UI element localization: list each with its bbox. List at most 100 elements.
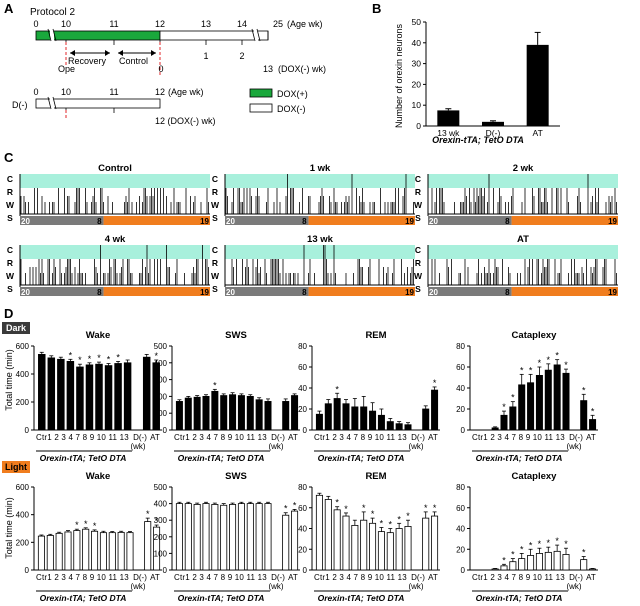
period-end-label: 19 xyxy=(405,288,414,297)
d-bar xyxy=(431,389,439,431)
d-chart-light-cataplexy: Cataplexy 0 20 40 60 80 * * * * * * * * * Ctr1 2 3 4 7 … xyxy=(456,471,598,603)
period-mid-label: 8 xyxy=(97,217,102,226)
d-ytick-label: 60 xyxy=(298,504,307,513)
state-label: R xyxy=(7,258,13,268)
dminus-row-label: D(-) xyxy=(12,100,28,110)
b-category-label: AT xyxy=(533,128,543,138)
age-tick-0: 0 xyxy=(33,19,38,29)
d-bar xyxy=(114,363,122,431)
d-significance-star: * xyxy=(362,503,366,513)
d-bar xyxy=(562,554,570,571)
d-ytick-label: 40 xyxy=(456,525,465,534)
d-significance-star: * xyxy=(93,521,97,531)
state-label: S xyxy=(415,284,421,294)
d-ytick-label: 200 xyxy=(154,533,168,542)
b-category-label: 13 wk xyxy=(437,128,460,138)
d-ytick-label: 200 xyxy=(16,398,30,407)
dminus-age-label: (Age wk) xyxy=(168,87,204,97)
d-ytick-label: 20 xyxy=(298,405,307,414)
d-bar xyxy=(76,366,84,431)
d-bar xyxy=(282,514,290,571)
d-chart-title: REM xyxy=(365,471,386,482)
d-significance-star: * xyxy=(520,544,524,554)
d-bar xyxy=(500,414,508,431)
legend-dox-minus-label: DOX(-) xyxy=(277,104,306,114)
state-label: W xyxy=(211,271,220,281)
dox-tick-13: 13 xyxy=(263,64,273,74)
d-significance-star: * xyxy=(529,540,533,550)
period-start-label: 20 xyxy=(21,217,30,226)
panel-b-chart: 0 10 20 30 40 50 13 wk D(-) AT xyxy=(412,17,560,138)
d-bar xyxy=(142,356,151,431)
period-end-label: 19 xyxy=(405,217,414,226)
d-chart-dark-rem: REM 0 20 40 60 80 * * Ctr1 2 3 4 7 8 9 10 11 13 D… xyxy=(298,330,440,463)
age-tick-11: 11 xyxy=(109,19,118,29)
d-bar xyxy=(580,559,588,571)
dox-minus-bar xyxy=(159,30,269,41)
d-significance-star: * xyxy=(502,555,506,565)
d-significance-star: * xyxy=(529,365,533,375)
d-bar xyxy=(491,568,499,571)
d-xtick-at: AT xyxy=(428,573,438,582)
d-xtick-at: AT xyxy=(150,433,160,442)
d-bar xyxy=(315,413,323,431)
d-bar xyxy=(386,532,394,571)
d-bar xyxy=(255,399,263,431)
d-significance-star: * xyxy=(146,509,150,519)
panel-c-letter: C xyxy=(4,150,14,165)
d-xtick-dminus: D(-) xyxy=(411,573,425,582)
d-bar xyxy=(377,531,385,571)
d-bar xyxy=(291,395,299,431)
dminus-tick-10: 10 xyxy=(61,87,71,97)
d-bar xyxy=(351,524,359,571)
hypnogram-title: 1 wk xyxy=(310,163,331,174)
period-start-label: 20 xyxy=(226,288,235,297)
d-bar xyxy=(91,530,99,571)
break-mark-2 xyxy=(251,28,261,42)
d-bar xyxy=(377,414,385,431)
d-significance-star: * xyxy=(335,498,339,508)
d-xtick-labels: Ctr1 2 3 4 7 8 9 10 11 13 xyxy=(314,433,407,442)
state-label: W xyxy=(414,200,423,210)
d-bar xyxy=(99,532,107,571)
panel-a: A Protocol 2 0 10 11 12 13 14 25 (Age wk… xyxy=(4,1,326,126)
d-chart-title: Cataplexy xyxy=(512,330,558,341)
d-ytick-label: 0 xyxy=(303,426,308,435)
d-significance-star: * xyxy=(107,355,111,365)
break-gap-3 xyxy=(50,96,54,111)
d-ytick-label: 100 xyxy=(154,409,168,418)
panel-b-letter: B xyxy=(372,1,381,16)
period-mid-label: 8 xyxy=(97,288,102,297)
b-ytick-label: 10 xyxy=(412,100,422,110)
d-chart-dark-cataplexy: Cataplexy 0 20 40 60 80 * * * * * * * * * * Ctr1 2 3 4 7… xyxy=(456,330,598,463)
d-ytick-label: 300 xyxy=(154,516,168,525)
d-xtick-labels: Ctr1 2 3 4 7 8 9 10 11 13 xyxy=(314,573,407,582)
d-bar xyxy=(562,372,570,431)
d-significance-star: * xyxy=(380,518,384,528)
d-significance-star: * xyxy=(511,393,515,403)
d-ytick-label: 400 xyxy=(154,500,168,509)
d-chart-light-sws: SWS 0 100 200 300 400 500 * * Ctr1 2 3 4 7 8 9 10… xyxy=(154,471,300,603)
d-xtick-labels: Ctr1 2 3 4 7 8 9 10 11 13 xyxy=(472,573,565,582)
panel-a-letter: A xyxy=(4,1,14,16)
dark-tag-label: Dark xyxy=(6,323,27,333)
d-significance-star: * xyxy=(78,355,82,365)
d-xtick-dminus: D(-) xyxy=(271,433,285,442)
d-significance-star: * xyxy=(397,514,401,524)
light-ylabel: Total time (min) xyxy=(4,497,14,559)
d-chart-title: Wake xyxy=(86,471,110,482)
d-bar xyxy=(324,499,332,571)
d-significance-star: * xyxy=(511,550,515,560)
d-xtick-at: AT xyxy=(288,573,298,582)
d-significance-star: * xyxy=(538,358,542,368)
state-label: W xyxy=(6,200,15,210)
d-ytick-label: 20 xyxy=(456,405,465,414)
period-start-label: 20 xyxy=(429,288,438,297)
d-significance-star: * xyxy=(84,519,88,529)
legend-dox-plus-label: DOX(+) xyxy=(277,89,308,99)
d-bar xyxy=(237,503,245,571)
d-group-title: Orexin-tTA; TetO DTA xyxy=(40,593,127,603)
d-ytick-label: 400 xyxy=(16,370,30,379)
